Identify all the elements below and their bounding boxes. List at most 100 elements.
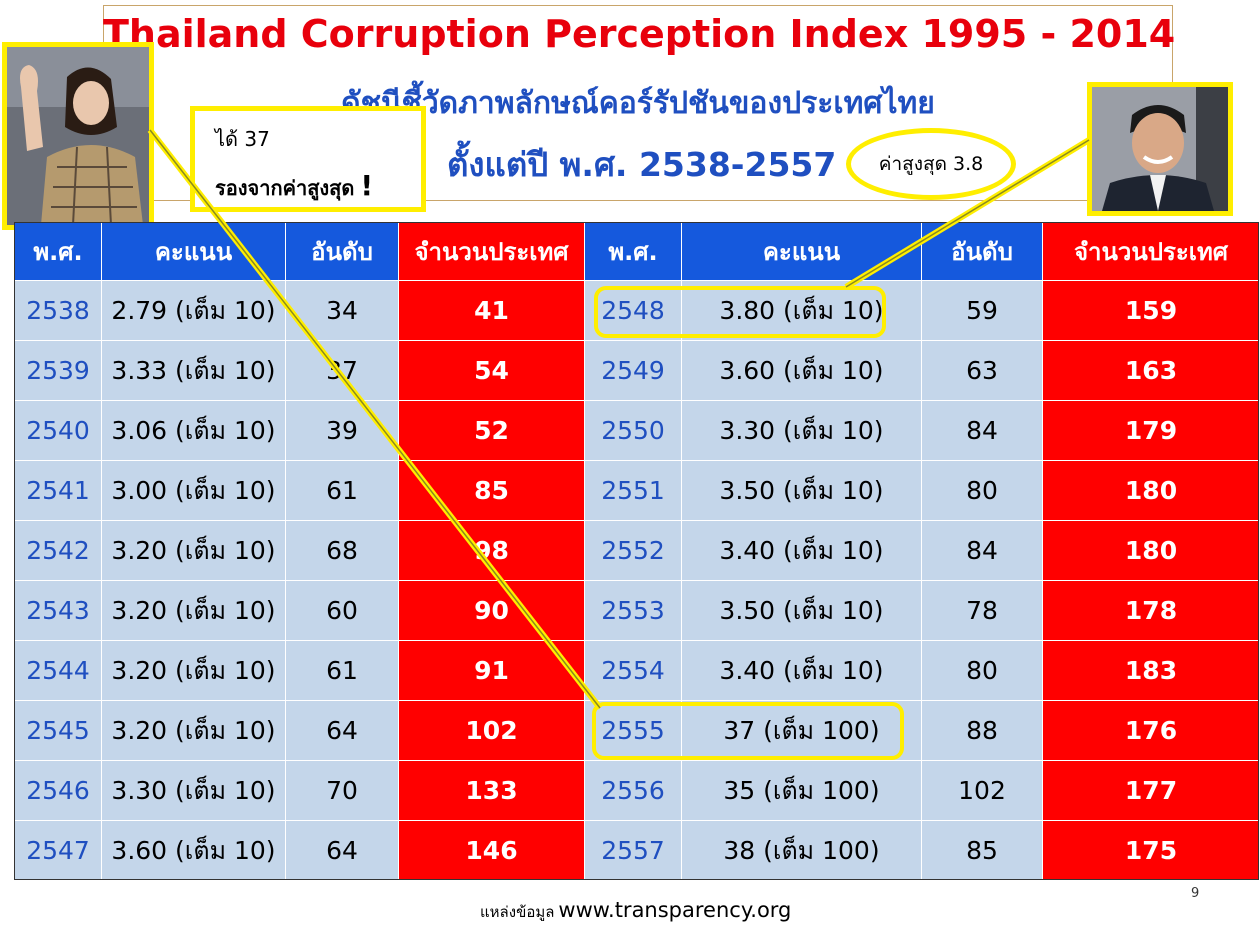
cell-year: 2538: [14, 280, 102, 341]
table-row: 2544 3.20 (เต็ม 10) 61 91 2554 3.40 (เต็ม 10)…: [14, 640, 1260, 701]
cell-score: 3.20 (เต็ม 10): [101, 640, 286, 701]
table-row: 2542 3.20 (เต็ม 10) 68 98 2552 3.40 (เต็ม 10)…: [14, 520, 1260, 581]
cell-score: 3.30 (เต็ม 10): [681, 400, 922, 461]
cell-score: 37 (เต็ม 100): [681, 700, 922, 761]
cell-rank: 68: [285, 520, 399, 581]
cell-rank: 78: [921, 580, 1043, 641]
cell-year: 2539: [14, 340, 102, 401]
cell-year: 2556: [584, 760, 682, 821]
title-thai-line1: ดัชนีชี้วัดภาพลักษณ์คอร์รัปชันของประเทศไ…: [341, 86, 935, 121]
cell-rank: 61: [285, 460, 399, 521]
cell-year: 2553: [584, 580, 682, 641]
cell-countries: 176: [1042, 700, 1260, 761]
cell-score: 38 (เต็ม 100): [681, 820, 922, 881]
cell-rank: 61: [285, 640, 399, 701]
cell-countries: 183: [1042, 640, 1260, 701]
cell-year: 2550: [584, 400, 682, 461]
header-rank-left: อันดับ: [285, 222, 399, 281]
cell-rank: 70: [285, 760, 399, 821]
cell-rank: 63: [921, 340, 1043, 401]
callout-left-text: รองจากค่าสูงสุด: [215, 176, 355, 200]
cell-rank: 102: [921, 760, 1043, 821]
cell-rank: 80: [921, 640, 1043, 701]
cell-countries: 179: [1042, 400, 1260, 461]
cell-countries: 177: [1042, 760, 1260, 821]
cell-score: 2.79 (เต็ม 10): [101, 280, 286, 341]
cell-rank: 60: [285, 580, 399, 641]
table-row: 2545 3.20 (เต็ม 10) 64 102 2555 37 (เต็ม 100)…: [14, 700, 1260, 761]
header-score-right: คะแนน: [681, 222, 922, 281]
cell-score: 3.20 (เต็ม 10): [101, 580, 286, 641]
cell-countries: 163: [1042, 340, 1260, 401]
cell-rank: 64: [285, 820, 399, 881]
title-english: Thailand Corruption Perception Index 199…: [103, 12, 1176, 56]
title-thai-line2: ตั้งแต่ปี พ.ศ. 2538-2557: [447, 145, 837, 184]
callout-exclamation: !: [360, 169, 374, 202]
cell-year: 2543: [14, 580, 102, 641]
table-row: 2546 3.30 (เต็ม 10) 70 133 2556 35 (เต็ม 100)…: [14, 760, 1260, 821]
portrait-right-image: [1092, 87, 1228, 211]
portrait-photo-left: [2, 42, 154, 230]
cell-countries: 41: [398, 280, 585, 341]
cell-countries: 175: [1042, 820, 1260, 881]
cell-countries: 178: [1042, 580, 1260, 641]
cell-year: 2552: [584, 520, 682, 581]
cell-score: 3.20 (เต็ม 10): [101, 520, 286, 581]
cell-year: 2546: [14, 760, 102, 821]
callout-second-highest: ได้ 37 รองจากค่าสูงสุด!: [190, 106, 426, 212]
header-year-right: พ.ศ.: [584, 222, 682, 281]
cell-score: 3.50 (เต็ม 10): [681, 580, 922, 641]
header-countries-right: จำนวนประเทศ: [1042, 222, 1260, 281]
callout-left-line1: ได้ 37: [215, 127, 270, 151]
cell-rank: 84: [921, 520, 1043, 581]
cell-score: 3.60 (เต็ม 10): [681, 340, 922, 401]
header-score-left: คะแนน: [101, 222, 286, 281]
highlight-2548-row: [594, 286, 886, 338]
cell-countries: 54: [398, 340, 585, 401]
table-row: 2543 3.20 (เต็ม 10) 60 90 2553 3.50 (เต็ม 10)…: [14, 580, 1260, 641]
table-row: 2539 3.33 (เต็ม 10) 37 54 2549 3.60 (เต็ม 10)…: [14, 340, 1260, 401]
source-credit: แหล่งข้อมูล www.transparency.org: [480, 898, 791, 924]
cell-score: 3.20 (เต็ม 10): [101, 700, 286, 761]
cell-rank: 84: [921, 400, 1043, 461]
cell-score: 3.40 (เต็ม 10): [681, 520, 922, 581]
cell-rank: 85: [921, 820, 1043, 881]
cell-year: 2542: [14, 520, 102, 581]
table-row: 2541 3.00 (เต็ม 10) 61 85 2551 3.50 (เต็ม 10)…: [14, 460, 1260, 521]
source-url: www.transparency.org: [558, 898, 792, 922]
cell-rank: 37: [285, 340, 399, 401]
header-rank-right: อันดับ: [921, 222, 1043, 281]
cell-rank: 88: [921, 700, 1043, 761]
cell-countries: 180: [1042, 520, 1260, 581]
cell-rank: 80: [921, 460, 1043, 521]
table-row: 2540 3.06 (เต็ม 10) 39 52 2550 3.30 (เต็ม 10)…: [14, 400, 1260, 461]
page-number: 9: [1191, 886, 1200, 901]
cell-rank: 59: [921, 280, 1043, 341]
cell-rank: 39: [285, 400, 399, 461]
cell-countries: 52: [398, 400, 585, 461]
cell-countries: 90: [398, 580, 585, 641]
cell-score: 3.50 (เต็ม 10): [681, 460, 922, 521]
cell-year: 2549: [584, 340, 682, 401]
cell-year: 2547: [14, 820, 102, 881]
cell-year: 2551: [584, 460, 682, 521]
cell-year: 2554: [584, 640, 682, 701]
portrait-photo-right: [1087, 82, 1233, 216]
cell-countries: 102: [398, 700, 585, 761]
cell-countries: 180: [1042, 460, 1260, 521]
cell-score: 3.33 (เต็ม 10): [101, 340, 286, 401]
cell-score: 3.00 (เต็ม 10): [101, 460, 286, 521]
cell-year: 2545: [14, 700, 102, 761]
source-label: แหล่งข้อมูล: [480, 903, 555, 921]
cell-year: 2540: [14, 400, 102, 461]
cell-rank: 64: [285, 700, 399, 761]
cell-countries: 159: [1042, 280, 1260, 341]
cell-countries: 85: [398, 460, 585, 521]
highlight-2555-row: [592, 702, 904, 760]
cell-year: 2557: [584, 820, 682, 881]
cell-score: 3.40 (เต็ม 10): [681, 640, 922, 701]
cell-year: 2544: [14, 640, 102, 701]
cell-score: 3.30 (เต็ม 10): [101, 760, 286, 821]
table-row: 2547 3.60 (เต็ม 10) 64 146 2557 38 (เต็ม 100)…: [14, 820, 1260, 881]
cell-score: 35 (เต็ม 100): [681, 760, 922, 821]
